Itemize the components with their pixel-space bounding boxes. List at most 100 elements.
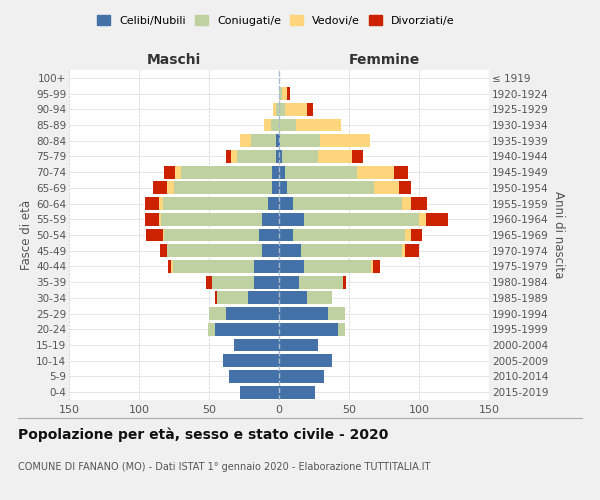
Bar bbox=[282, 150, 318, 163]
Bar bbox=[293, 228, 405, 241]
Bar bbox=[279, 354, 332, 367]
Bar bbox=[215, 292, 217, 304]
Bar bbox=[419, 213, 426, 226]
Bar bbox=[282, 87, 287, 100]
Bar bbox=[279, 182, 287, 194]
Bar bbox=[240, 134, 251, 147]
Bar bbox=[215, 323, 279, 336]
Bar bbox=[167, 182, 174, 194]
Bar bbox=[304, 213, 419, 226]
Bar bbox=[410, 197, 427, 210]
Bar bbox=[343, 276, 346, 288]
Bar bbox=[158, 197, 163, 210]
Bar bbox=[276, 150, 279, 163]
Bar bbox=[279, 244, 301, 257]
Bar bbox=[171, 260, 173, 273]
Bar bbox=[320, 134, 370, 147]
Bar bbox=[229, 370, 279, 383]
Bar bbox=[212, 276, 254, 288]
Bar bbox=[287, 87, 290, 100]
Bar bbox=[262, 244, 279, 257]
Bar bbox=[328, 307, 345, 320]
Bar bbox=[271, 118, 279, 132]
Bar bbox=[279, 276, 299, 288]
Bar bbox=[160, 244, 167, 257]
Text: Femmine: Femmine bbox=[349, 53, 419, 67]
Bar bbox=[279, 370, 324, 383]
Bar bbox=[167, 244, 262, 257]
Bar bbox=[405, 228, 410, 241]
Bar bbox=[279, 118, 296, 132]
Bar bbox=[280, 134, 320, 147]
Bar bbox=[307, 292, 332, 304]
Bar bbox=[237, 150, 276, 163]
Bar bbox=[274, 103, 276, 116]
Bar bbox=[209, 307, 226, 320]
Bar bbox=[338, 323, 345, 336]
Bar bbox=[232, 150, 237, 163]
Bar bbox=[410, 228, 422, 241]
Bar bbox=[405, 244, 419, 257]
Bar bbox=[158, 213, 161, 226]
Bar bbox=[279, 87, 282, 100]
Bar bbox=[299, 276, 343, 288]
Bar bbox=[251, 134, 276, 147]
Bar bbox=[181, 166, 272, 178]
Y-axis label: Fasce di età: Fasce di età bbox=[20, 200, 33, 270]
Bar bbox=[301, 244, 402, 257]
Bar bbox=[163, 228, 164, 241]
Bar bbox=[240, 386, 279, 398]
Bar bbox=[145, 213, 158, 226]
Bar bbox=[226, 307, 279, 320]
Bar bbox=[279, 338, 318, 351]
Bar bbox=[352, 150, 363, 163]
Legend: Celibi/Nubili, Coniugati/e, Vedovi/e, Divorziati/e: Celibi/Nubili, Coniugati/e, Vedovi/e, Di… bbox=[95, 13, 457, 28]
Bar bbox=[175, 166, 181, 178]
Bar bbox=[287, 182, 374, 194]
Bar bbox=[217, 292, 248, 304]
Text: COMUNE DI FANANO (MO) - Dati ISTAT 1° gennaio 2020 - Elaborazione TUTTITALIA.IT: COMUNE DI FANANO (MO) - Dati ISTAT 1° ge… bbox=[18, 462, 430, 472]
Bar bbox=[279, 292, 307, 304]
Bar bbox=[174, 182, 272, 194]
Bar bbox=[173, 260, 254, 273]
Bar bbox=[394, 166, 408, 178]
Bar bbox=[318, 150, 352, 163]
Bar bbox=[226, 150, 232, 163]
Bar bbox=[169, 260, 171, 273]
Bar bbox=[268, 197, 279, 210]
Bar bbox=[279, 228, 293, 241]
Bar bbox=[163, 197, 268, 210]
Bar bbox=[307, 103, 313, 116]
Bar bbox=[164, 228, 259, 241]
Text: Maschi: Maschi bbox=[147, 53, 201, 67]
Bar bbox=[206, 276, 212, 288]
Bar bbox=[279, 134, 280, 147]
Text: Popolazione per età, sesso e stato civile - 2020: Popolazione per età, sesso e stato civil… bbox=[18, 428, 388, 442]
Bar bbox=[279, 166, 284, 178]
Bar bbox=[426, 213, 448, 226]
Bar bbox=[279, 103, 284, 116]
Bar bbox=[400, 182, 410, 194]
Bar bbox=[304, 260, 371, 273]
Y-axis label: Anni di nascita: Anni di nascita bbox=[552, 192, 565, 278]
Bar bbox=[164, 166, 175, 178]
Bar bbox=[146, 228, 163, 241]
Bar bbox=[284, 166, 358, 178]
Bar bbox=[161, 213, 262, 226]
Bar bbox=[262, 213, 279, 226]
Bar bbox=[254, 260, 279, 273]
Bar bbox=[279, 307, 328, 320]
Bar bbox=[279, 150, 282, 163]
Bar bbox=[259, 228, 279, 241]
Bar bbox=[293, 197, 402, 210]
Bar bbox=[374, 182, 400, 194]
Bar bbox=[279, 197, 293, 210]
Bar bbox=[263, 118, 271, 132]
Bar bbox=[145, 197, 158, 210]
Bar bbox=[254, 276, 279, 288]
Bar bbox=[223, 354, 279, 367]
Bar bbox=[279, 213, 304, 226]
Bar bbox=[279, 323, 338, 336]
Bar bbox=[279, 260, 304, 273]
Bar bbox=[373, 260, 380, 273]
